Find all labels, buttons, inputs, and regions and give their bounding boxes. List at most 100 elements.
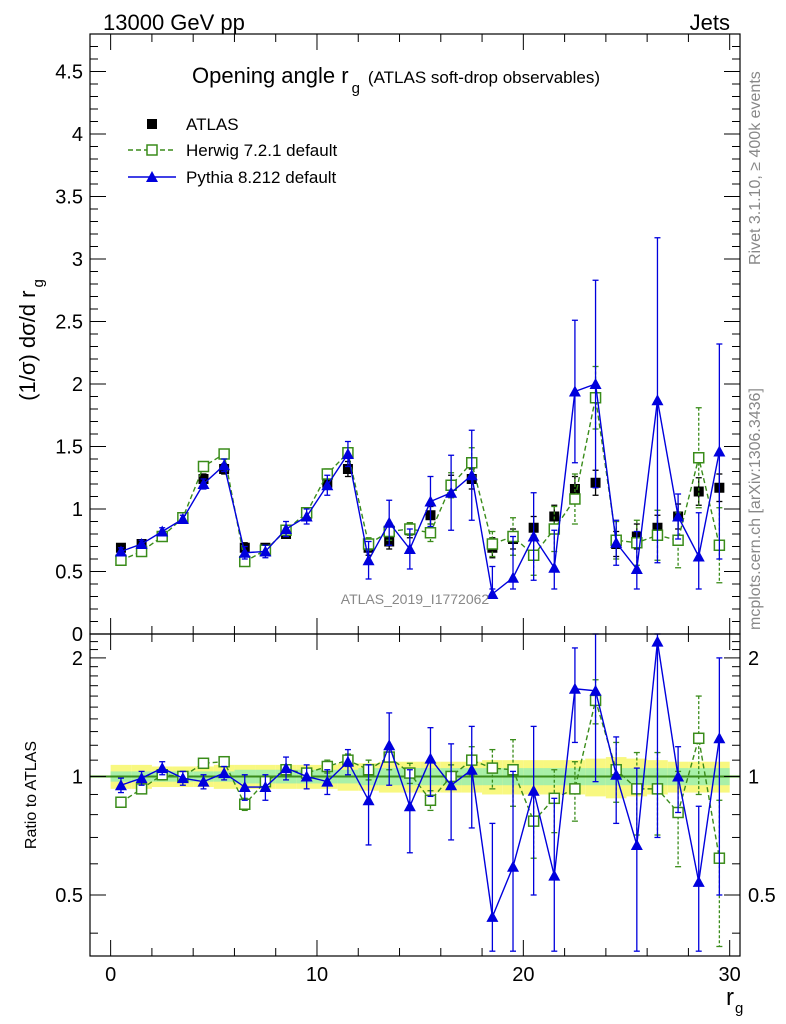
- pythia-point: [300, 510, 313, 522]
- herwig-ratio-point: [197, 757, 210, 770]
- header-right: Jets: [690, 10, 730, 35]
- pythia-point: [259, 545, 272, 557]
- pythia-point: [527, 530, 540, 542]
- pythia-point: [445, 486, 458, 498]
- pythia-point: [176, 513, 189, 524]
- ratio-y-tick-label-right: 1: [748, 766, 759, 788]
- pythia-point: [238, 546, 251, 558]
- ratio-panel: 0 10 20 30 0.5 0.5 1 1 2 2 Ratio to ATLAS rg: [23, 633, 776, 1017]
- pythia-point: [218, 459, 231, 471]
- pythia-ratio-point: [630, 838, 643, 850]
- pythia-point: [156, 525, 169, 537]
- pythia-ratio-point: [300, 770, 313, 782]
- y-tick-label: 3.5: [55, 187, 83, 209]
- y-tick-label: 1.5: [55, 437, 83, 459]
- pythia-ratio-point: [445, 779, 458, 791]
- y-tick-label: 2: [72, 374, 83, 396]
- pythia-ratio-point: [610, 768, 623, 780]
- pythia-point: [651, 394, 664, 406]
- legend-marker: [146, 171, 158, 182]
- pythia-ratio-point: [114, 779, 127, 791]
- pythia-ratio-point: [568, 682, 581, 694]
- pythia-point: [197, 478, 210, 489]
- y-tick-label: 0: [72, 624, 83, 646]
- pythia-ratio-point: [135, 772, 148, 784]
- pythia-ratio-point: [589, 684, 602, 696]
- pythia-line: [120, 383, 721, 596]
- herwig-point: [115, 554, 127, 566]
- pythia-ratio-point: [507, 860, 520, 872]
- mcplots-label: mcplots.cern.ch [arXiv:1306.3436]: [747, 388, 764, 630]
- pythia-ratio-point: [321, 775, 334, 787]
- analysis-watermark: ATLAS_2019_I1772062: [341, 591, 490, 607]
- pythia-point: [486, 588, 499, 599]
- herwig-point: [486, 538, 499, 550]
- legend: ATLAS Herwig 7.2.1 default Pythia 8.212 de…: [128, 115, 337, 187]
- ratio-panel-marks: [90, 633, 740, 952]
- herwig-point: [424, 527, 437, 539]
- ratio-y-tick-label: 1: [72, 766, 83, 788]
- x-tick-label: 30: [719, 964, 741, 986]
- pythia-point: [548, 561, 561, 573]
- pythia-point: [280, 523, 293, 534]
- pythia-point: [424, 495, 437, 507]
- x-tick-label: 20: [512, 964, 534, 986]
- x-tick-label: 10: [306, 964, 328, 986]
- y-tick-label: 4: [72, 124, 83, 146]
- atlas-point: [342, 464, 353, 474]
- legend-label: Pythia 8.212 default: [186, 168, 337, 187]
- pythia-point: [568, 385, 581, 397]
- pythia-ratio-point: [465, 763, 478, 775]
- legend-label: Herwig 7.2.1 default: [186, 141, 337, 160]
- pythia-ratio-point: [218, 767, 231, 779]
- ratio-y-tick-label-right: 2: [748, 648, 759, 670]
- pythia-ratio-point: [651, 635, 664, 647]
- pythia-ratio-point: [424, 752, 437, 764]
- x-tick-label: 0: [105, 964, 116, 986]
- y-tick-label: 1: [72, 499, 83, 521]
- legend-label: ATLAS: [186, 115, 239, 134]
- herwig-point: [218, 448, 230, 460]
- ratio-y-tick-label-right: 0.5: [748, 885, 776, 907]
- pythia-ratio-point: [383, 739, 396, 751]
- pythia-ratio-point: [672, 770, 685, 782]
- main-panel-marks: [114, 237, 726, 599]
- pythia-point: [610, 536, 623, 548]
- pythia-point: [114, 545, 127, 557]
- pythia-ratio-point: [280, 762, 293, 774]
- pythia-ratio-point: [362, 794, 375, 806]
- y-axis-label: (1/σ) dσ/d rg: [15, 279, 47, 401]
- ratio-panel-frame: [89, 633, 741, 957]
- pythia-point: [589, 378, 602, 389]
- pythia-point: [692, 550, 705, 562]
- pythia-point: [321, 479, 334, 491]
- pythia-point: [362, 554, 375, 566]
- y-tick-label: 0.5: [55, 562, 83, 584]
- pythia-point: [135, 538, 148, 549]
- pythia-ratio-point: [197, 775, 210, 787]
- x-axis-label: rg: [726, 984, 743, 1017]
- pythia-ratio-point: [527, 784, 540, 796]
- pythia-point: [630, 563, 643, 574]
- pythia-point: [713, 445, 726, 457]
- pythia-point: [383, 516, 396, 528]
- pythia-ratio-point: [548, 869, 561, 881]
- y-tick-label: 2.5: [55, 312, 83, 334]
- pythia-ratio-point: [259, 781, 272, 793]
- pythia-ratio-point: [486, 910, 499, 922]
- pythia-ratio-point: [238, 781, 251, 793]
- herwig-ratio-point: [486, 762, 499, 774]
- herwig-ratio-point: [569, 783, 581, 795]
- herwig-point: [197, 460, 210, 473]
- rivet-version-label: Rivet 3.1.10, ≥ 400k events: [747, 71, 764, 265]
- pythia-point: [403, 543, 416, 554]
- herwig-ratio-point: [115, 796, 127, 808]
- pythia-point: [672, 510, 685, 522]
- ratio-panel-axes: 0 10 20 30 0.5 0.5 1 1 2 2: [55, 634, 776, 986]
- ratio-y-tick-label: 0.5: [55, 885, 83, 907]
- herwig-ratio-point: [692, 732, 705, 745]
- header-left: 13000 GeV pp: [103, 10, 245, 35]
- main-panel-axes: 0 0.5 1 1.5 2 2.5 3 3.5 4 4.5: [55, 33, 740, 646]
- herwig-point: [692, 452, 705, 464]
